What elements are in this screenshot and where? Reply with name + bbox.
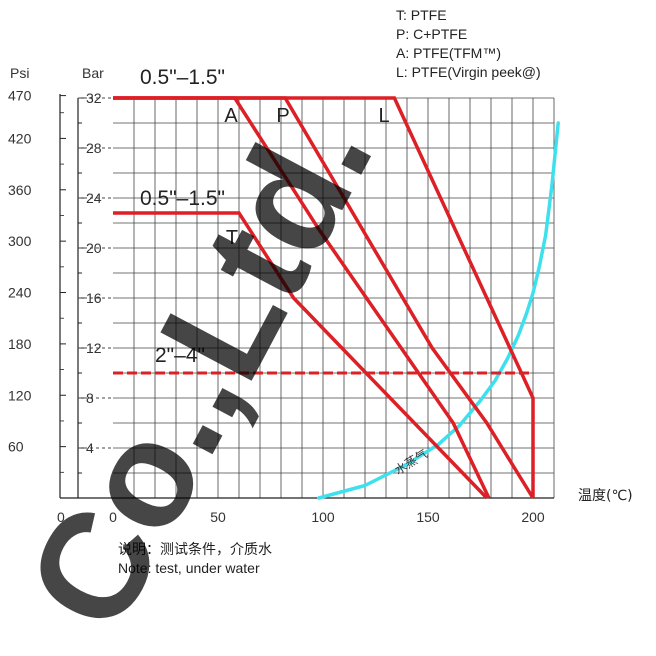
grid — [113, 97, 555, 498]
psi-axis-title: Psi — [10, 65, 29, 81]
bar-tick-label: 20 — [86, 240, 102, 256]
psi-tick-label: 120 — [8, 387, 32, 403]
x-axis-title: 温度(℃) — [578, 488, 633, 504]
bar-tick-label: 32 — [86, 90, 102, 106]
psi-tick-label: 60 — [8, 439, 24, 455]
size-range-label: 0.5"–1.5" — [140, 66, 225, 89]
test-note: 说明：测试条件，介质水 Note: test, under water — [118, 540, 272, 578]
bar-axis-title: Bar — [82, 65, 104, 81]
psi-zero-label: 0 — [57, 509, 65, 525]
bar-tick-label: 24 — [86, 190, 102, 206]
series-line-l — [113, 96, 535, 498]
legend-item-l: L: PTFE(Virgin peek@) — [396, 64, 541, 80]
note-line-english: Note: test, under water — [118, 560, 260, 576]
series-label-l: L — [378, 105, 389, 127]
note-line-chinese: 说明：测试条件，介质水 — [118, 541, 272, 557]
series-line-t — [113, 211, 489, 500]
series-label-a: A — [224, 105, 238, 127]
bar-tick-label: 28 — [86, 140, 102, 156]
psi-tick-label: 180 — [8, 336, 32, 352]
legend-item-p: P: C+PTFE — [396, 26, 468, 42]
psi-tick-label: 360 — [8, 182, 32, 198]
size-range-label: 0.5"–1.5" — [140, 187, 225, 210]
series-label-t: T — [226, 227, 238, 249]
series-label-p: P — [276, 105, 289, 127]
bar-tick-label: 12 — [86, 340, 102, 356]
x-tick-label: 200 — [521, 509, 545, 525]
psi-tick-label: 240 — [8, 285, 32, 301]
psi-tick-label: 420 — [8, 130, 32, 146]
bar-tick-label: 4 — [86, 440, 94, 456]
bar-tick-label: 8 — [86, 390, 94, 406]
bar-tick-label: 16 — [86, 290, 102, 306]
legend: T: PTFE P: C+PTFE A: PTFE(TFM™) L: PTFE(… — [396, 6, 541, 82]
legend-item-a: A: PTFE(TFM™) — [396, 45, 501, 61]
x-tick-label: 150 — [416, 509, 440, 525]
size-range-label: 2"–4" — [155, 344, 205, 367]
legend-item-t: T: PTFE — [396, 7, 447, 23]
psi-tick-label: 300 — [8, 233, 32, 249]
psi-tick-label: 470 — [8, 88, 32, 104]
x-tick-label: 0 — [109, 509, 117, 525]
x-tick-label: 100 — [311, 509, 335, 525]
pressure-temperature-chart: 60 120 180 240 300 360 420 470 Psi 0 4 8 12 16 20 24 28 3… — [8, 65, 633, 525]
steam-saturation-curve — [317, 121, 560, 500]
x-tick-label: 50 — [210, 509, 226, 525]
